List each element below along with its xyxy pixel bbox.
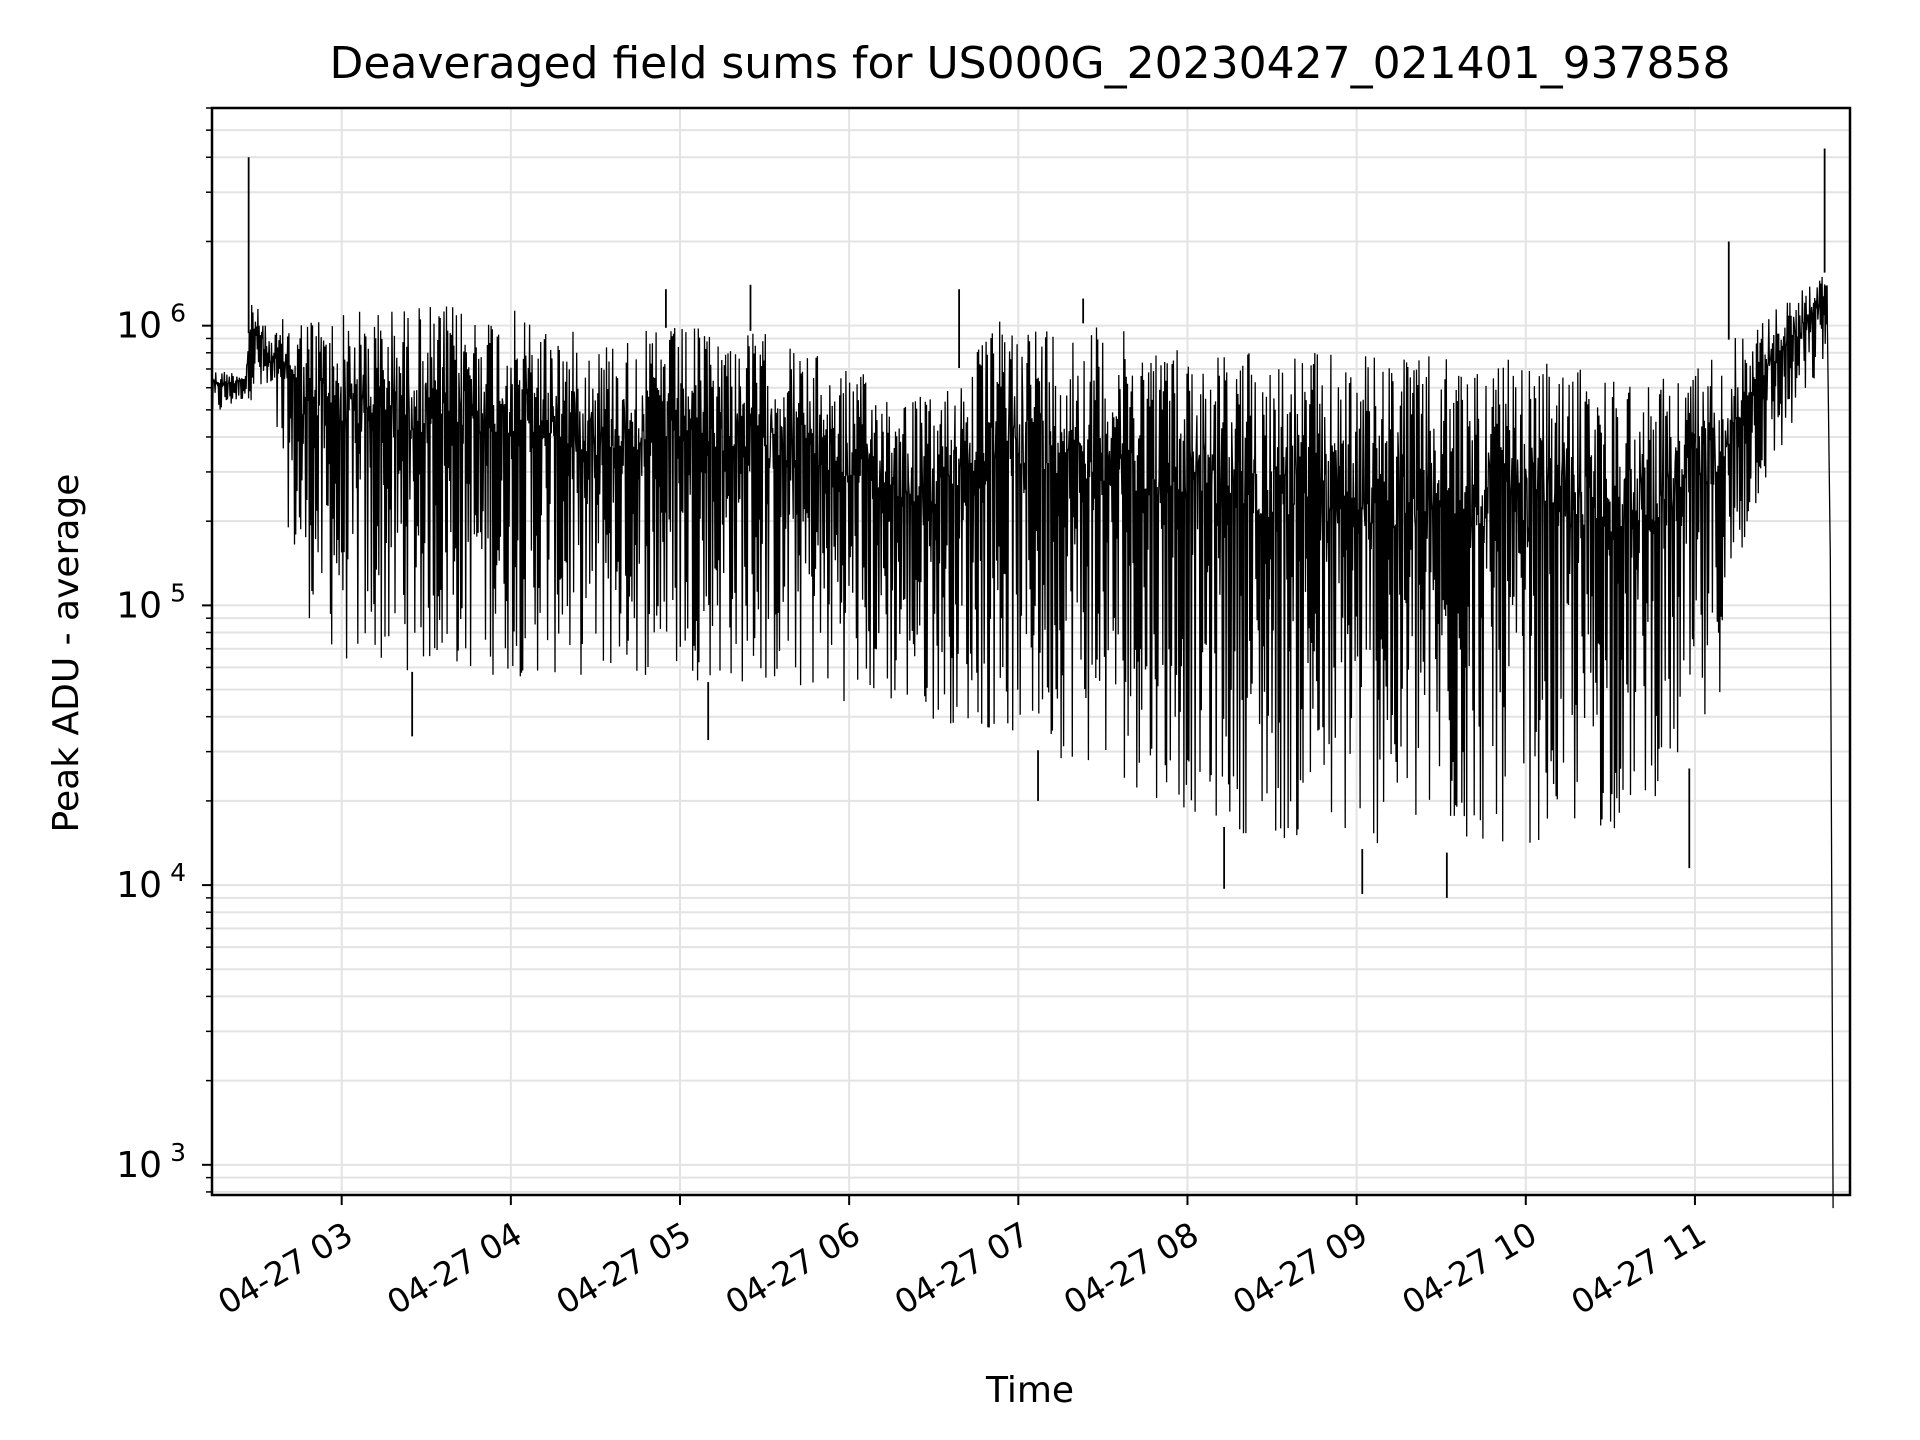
- y-tick-label: 10: [116, 865, 162, 906]
- x-tick-label: 04-27 08: [1057, 1214, 1205, 1322]
- series-line: [211, 276, 1834, 1209]
- y-tick-label: 10: [116, 585, 162, 626]
- x-tick-label: 04-27 06: [719, 1214, 867, 1322]
- x-tick-label: 04-27 04: [380, 1214, 528, 1322]
- x-tick-label: 04-27 11: [1564, 1214, 1712, 1322]
- y-tick-label: 10: [116, 306, 162, 347]
- y-tick-exponent: 4: [170, 858, 186, 887]
- y-tick-exponent: 6: [170, 299, 186, 328]
- axis-layer: 04-27 03 04-27 04 04-27 05 04-27 06 04-27 07…: [116, 106, 1852, 1322]
- x-axis-label: Time: [985, 1370, 1074, 1411]
- x-tick-label: 04-27 09: [1226, 1214, 1374, 1322]
- grid-layer: [212, 107, 1850, 1195]
- x-tick-label: 04-27 10: [1395, 1214, 1543, 1322]
- plot-frame: [210, 106, 1852, 1197]
- series-line-layer: [211, 148, 1834, 1209]
- y-tick-exponent: 3: [170, 1138, 186, 1167]
- y-tick-exponent: 5: [170, 578, 186, 607]
- chart-title: Deaveraged field sums for US000G_2023042…: [329, 38, 1730, 89]
- x-tick-label: 04-27 03: [211, 1214, 359, 1322]
- x-tick-label: 04-27 05: [550, 1214, 698, 1322]
- x-tick-label: 04-27 07: [888, 1214, 1036, 1322]
- y-axis-label: Peak ADU - average: [46, 474, 87, 833]
- y-tick-label: 10: [116, 1145, 162, 1186]
